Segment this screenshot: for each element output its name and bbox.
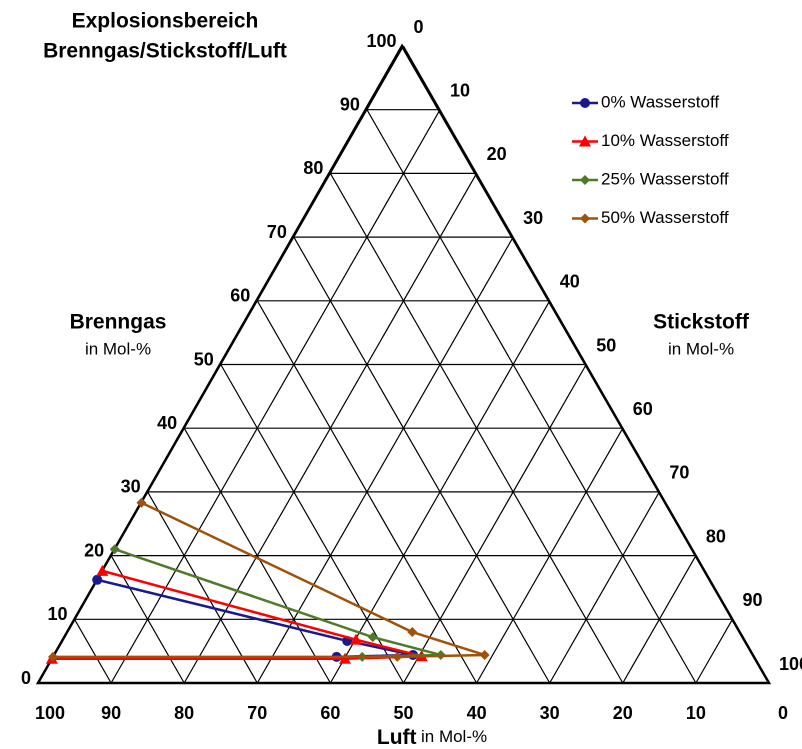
- tick-label: 100: [35, 703, 65, 723]
- marker: [367, 632, 378, 643]
- axis-title: Stickstoff: [653, 311, 750, 334]
- tick-label: 90: [742, 590, 762, 610]
- tick-label: 70: [247, 703, 267, 723]
- grid-line: [147, 491, 258, 684]
- grid-line: [402, 45, 770, 684]
- marker: [92, 574, 103, 585]
- tick-label: 0: [414, 17, 424, 37]
- series: [47, 497, 490, 662]
- tick-label: 50: [596, 335, 616, 355]
- grid-line: [74, 619, 112, 684]
- tick-label: 20: [613, 703, 633, 723]
- tick-label: 80: [174, 703, 194, 723]
- axis-title: Luft: [377, 726, 417, 749]
- tick-label: 70: [267, 222, 287, 242]
- tick-label: 100: [366, 31, 396, 51]
- marker: [407, 627, 418, 638]
- tick-label: 20: [84, 540, 104, 560]
- marker: [579, 135, 591, 147]
- marker: [339, 652, 352, 664]
- tick-label: 40: [157, 413, 177, 433]
- legend-label: 25% Wasserstoff: [601, 169, 729, 188]
- tick-label: 10: [48, 604, 68, 624]
- series: [92, 574, 419, 662]
- tick-label: 30: [540, 703, 560, 723]
- axis-title: Brenngas: [70, 311, 167, 334]
- tick-label: 40: [560, 272, 580, 292]
- marker: [47, 651, 58, 662]
- grid-line: [549, 491, 660, 684]
- tick-label: 10: [450, 80, 470, 100]
- legend-item: 0% Wasserstoff: [572, 92, 719, 111]
- marker: [109, 544, 120, 555]
- tick-label: 30: [523, 208, 543, 228]
- grid-line: [402, 364, 587, 684]
- tick-label: 40: [467, 703, 487, 723]
- legend-item: 50% Wasserstoff: [572, 208, 729, 227]
- axis-unit: in Mol-%: [85, 339, 151, 358]
- grid-line: [110, 109, 441, 684]
- marker: [580, 98, 590, 108]
- marker: [580, 175, 590, 185]
- tick-label: 100: [779, 654, 802, 674]
- tick-label: 90: [340, 94, 360, 114]
- legend-item: 25% Wasserstoff: [572, 169, 729, 188]
- tick-label: 90: [101, 703, 121, 723]
- tick-label: 80: [303, 158, 323, 178]
- marker: [136, 497, 147, 508]
- legend-label: 50% Wasserstoff: [601, 208, 729, 227]
- grid-line: [183, 427, 331, 684]
- tick-label: 70: [669, 463, 689, 483]
- grid-line: [329, 173, 624, 684]
- chart-title: Explosionsbereich: [72, 10, 259, 33]
- axis-title-group: Luft in Mol-%: [377, 726, 487, 749]
- legend-label: 10% Wasserstoff: [601, 131, 729, 150]
- grid-line: [366, 109, 697, 684]
- chart-title: Brenngas/Stickstoff/Luft: [43, 40, 287, 63]
- marker: [580, 213, 590, 224]
- marker: [392, 651, 403, 662]
- marker: [96, 564, 109, 576]
- axis-unit: in Mol-%: [421, 727, 487, 746]
- tick-label: 50: [194, 349, 214, 369]
- grid-line: [220, 364, 405, 684]
- series-line: [96, 578, 414, 659]
- grid-line: [256, 236, 514, 684]
- tick-label: 80: [706, 526, 726, 546]
- tick-label: 50: [393, 703, 413, 723]
- axis-unit: in Mol-%: [668, 339, 734, 358]
- tick-label: 0: [778, 703, 788, 723]
- tick-label: 60: [230, 286, 250, 306]
- series-line: [114, 548, 442, 659]
- tick-label: 10: [686, 703, 706, 723]
- tick-label: 0: [21, 668, 31, 688]
- grid-line: [256, 300, 478, 684]
- legend-item: 10% Wasserstoff: [572, 131, 729, 150]
- legend-label: 0% Wasserstoff: [601, 92, 719, 111]
- marker: [349, 633, 362, 645]
- series: [109, 544, 446, 662]
- tick-label: 60: [633, 399, 653, 419]
- tick-label: 60: [320, 703, 340, 723]
- grid-line: [695, 619, 733, 684]
- grid-line: [293, 236, 551, 684]
- tick-label: 30: [121, 477, 141, 497]
- tick-label: 20: [487, 144, 507, 164]
- marker: [479, 649, 490, 660]
